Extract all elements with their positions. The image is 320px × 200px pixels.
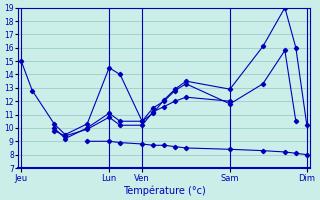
X-axis label: Température (°c): Température (°c) [123,185,205,196]
